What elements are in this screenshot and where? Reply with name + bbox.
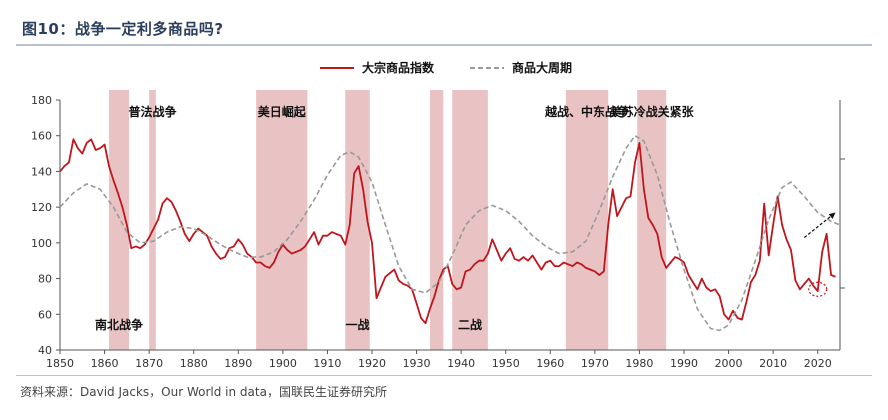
annotations xyxy=(803,212,836,297)
x-tick-label: 1920 xyxy=(358,357,386,370)
y-tick-label: 160 xyxy=(31,130,52,143)
x-tick-label: 1970 xyxy=(581,357,609,370)
x-tick-label: 1880 xyxy=(180,357,208,370)
period-label: 一战 xyxy=(346,317,370,332)
period-label: 越战、中东战争 xyxy=(544,104,629,119)
source-bar: 资料来源：David Jacks，Our World in data，国联民生证… xyxy=(0,375,888,401)
trend-arrow-line xyxy=(803,212,836,238)
chart-title: 图10：战争一定利多商品吗? xyxy=(22,20,224,38)
legend: 大宗商品指数 商品大周期 xyxy=(320,60,572,75)
period-label: 南北战争 xyxy=(95,317,143,332)
x-tick-label: 1940 xyxy=(447,357,475,370)
period-label: 美苏冷战关紧张 xyxy=(610,104,695,119)
period-label: 二战 xyxy=(458,317,482,332)
y-tick-label: 180 xyxy=(31,94,52,107)
y-tick-label: 120 xyxy=(31,201,52,214)
legend-label: 商品大周期 xyxy=(512,60,572,75)
x-tick-label: 1870 xyxy=(135,357,163,370)
shaded-period-6 xyxy=(565,90,609,350)
period-label: 美日崛起 xyxy=(258,104,307,119)
source-divider xyxy=(16,375,872,376)
shaded-periods xyxy=(109,90,667,350)
commodity-cycle-chart: 40 60 80 100 120 140 160 180 1850 1860 1870 1880 189… xyxy=(31,60,845,370)
series-line-cycle xyxy=(59,134,841,332)
shaded-period-4 xyxy=(429,90,444,350)
shaded-period-1 xyxy=(149,90,156,350)
x-tick-label: 2020 xyxy=(804,357,832,370)
series-line-index xyxy=(59,138,836,325)
x-tick-label: 1850 xyxy=(46,357,74,370)
shaded-period-0 xyxy=(109,90,130,350)
y-tick-label: 140 xyxy=(31,165,52,178)
x-tick-label: 2010 xyxy=(759,357,787,370)
x-tick-label: 1860 xyxy=(91,357,119,370)
axes: 40 60 80 100 120 140 160 180 1850 1860 1870 1880 189… xyxy=(31,94,845,370)
trend-arrow-head xyxy=(828,212,836,219)
x-tick-label: 2000 xyxy=(715,357,743,370)
series-lines xyxy=(59,134,841,332)
shaded-period-7 xyxy=(637,90,667,350)
y-tick-label: 60 xyxy=(38,308,52,321)
legend-label: 大宗商品指数 xyxy=(362,60,435,75)
source-note: 资料来源：David Jacks，Our World in data，国联民生证… xyxy=(20,385,387,399)
shaded-period-3 xyxy=(345,90,370,350)
x-tick-label: 1990 xyxy=(670,357,698,370)
y-tick-label: 100 xyxy=(31,237,52,250)
x-tick-label: 1900 xyxy=(269,357,297,370)
y-tick-label: 40 xyxy=(38,344,52,357)
x-tick-label: 1890 xyxy=(224,357,252,370)
title-bar: 图10：战争一定利多商品吗? xyxy=(0,0,888,46)
period-label: 普法战争 xyxy=(128,104,176,119)
x-tick-label: 1950 xyxy=(492,357,520,370)
x-tick-label: 1980 xyxy=(625,357,653,370)
chart-area: 40 60 80 100 120 140 160 180 1850 1860 1870 1880 189… xyxy=(0,50,888,370)
title-divider xyxy=(16,44,872,46)
x-tick-label: 1930 xyxy=(403,357,431,370)
shaded-period-2 xyxy=(256,90,308,350)
x-tick-label: 1960 xyxy=(536,357,564,370)
shaded-period-5 xyxy=(452,90,488,350)
x-tick-label: 1910 xyxy=(313,357,341,370)
y-tick-label: 80 xyxy=(38,273,52,286)
